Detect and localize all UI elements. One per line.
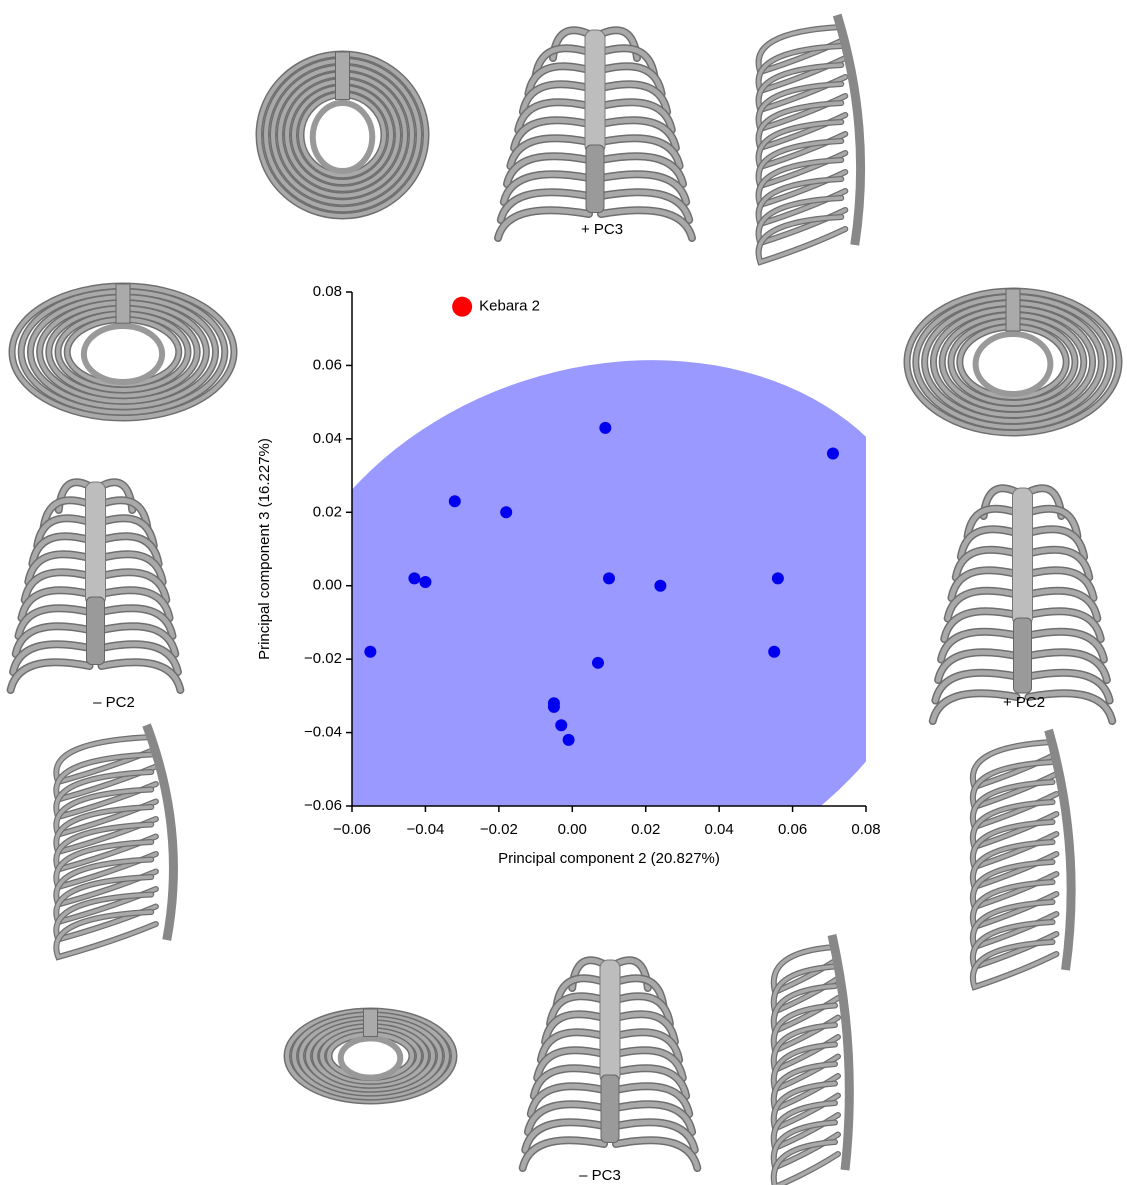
x-tick-label: 0.02 [631,821,660,838]
rib [11,662,181,690]
figure: Principal component 2 (20.827%) Principa… [0,0,1127,1185]
inlet [341,1038,401,1077]
rib-cage-top [12,284,234,418]
data-point [408,572,420,584]
x-tick-label: −0.06 [333,821,371,838]
y-tick-label: 0.08 [313,283,342,300]
y-tick-label: 0.06 [313,356,342,373]
spine [336,52,350,100]
y-tick-label: 0.02 [313,503,342,520]
y-tick-label: −0.04 [304,724,342,741]
data-point [364,646,376,658]
rib-cage-front [933,488,1112,721]
x-tick-label: −0.02 [480,821,518,838]
sternum [585,30,605,154]
spine [601,1075,619,1143]
confidence-ellipse [205,277,1004,982]
spine [116,284,130,323]
y-tick-label: −0.06 [304,797,342,814]
view-label: – PC2 [93,694,135,711]
data-point [419,576,431,588]
rib-cage-side [759,15,861,262]
rib [523,1140,698,1168]
y-tick-label: 0.04 [313,430,342,447]
sternum [86,482,106,606]
data-point [654,580,666,592]
rib-cage-side [774,935,850,1185]
data-point [563,734,575,746]
view-label: + PC2 [1003,694,1045,711]
inlet [976,334,1051,394]
point-label: Kebara 2 [479,298,540,315]
data-point [599,422,611,434]
y-axis-label: Principal component 3 (16.227%) [256,438,273,660]
x-axis-label: Principal component 2 (20.827%) [498,850,720,867]
data-point [772,572,784,584]
rib-cage-front [523,960,698,1168]
rib-cage-side [56,725,173,957]
spine [1014,618,1032,693]
data-point [500,506,512,518]
spine [364,1009,378,1036]
rib-cage-front [11,482,181,690]
rib-cage-top [259,52,426,216]
rib-cage-front [498,30,692,238]
sternum [1013,488,1033,626]
x-tick-label: 0.00 [558,821,587,838]
sternum [600,960,620,1084]
rib-cage-top [287,1009,454,1101]
inlet [313,103,373,171]
spine [1006,289,1020,331]
rib-cage-side [973,730,1071,987]
spine [586,145,604,213]
data-point [592,657,604,669]
data-point [603,572,615,584]
data-point [452,297,472,317]
data-point [827,448,839,460]
x-tick-label: 0.06 [778,821,807,838]
confidence-region [205,277,1004,982]
data-point [449,495,461,507]
view-label: – PC3 [579,1167,621,1184]
inlet [84,326,162,382]
y-tick-label: −0.02 [304,650,342,667]
y-tick-label: 0.00 [313,577,342,594]
x-tick-label: −0.04 [406,821,444,838]
x-tick-label: 0.04 [705,821,734,838]
data-point [555,719,567,731]
view-label: + PC3 [581,221,623,238]
spine [87,597,105,665]
x-tick-label: 0.08 [851,821,880,838]
rib-cage-top [907,289,1119,433]
data-point [548,701,560,713]
data-point [768,646,780,658]
